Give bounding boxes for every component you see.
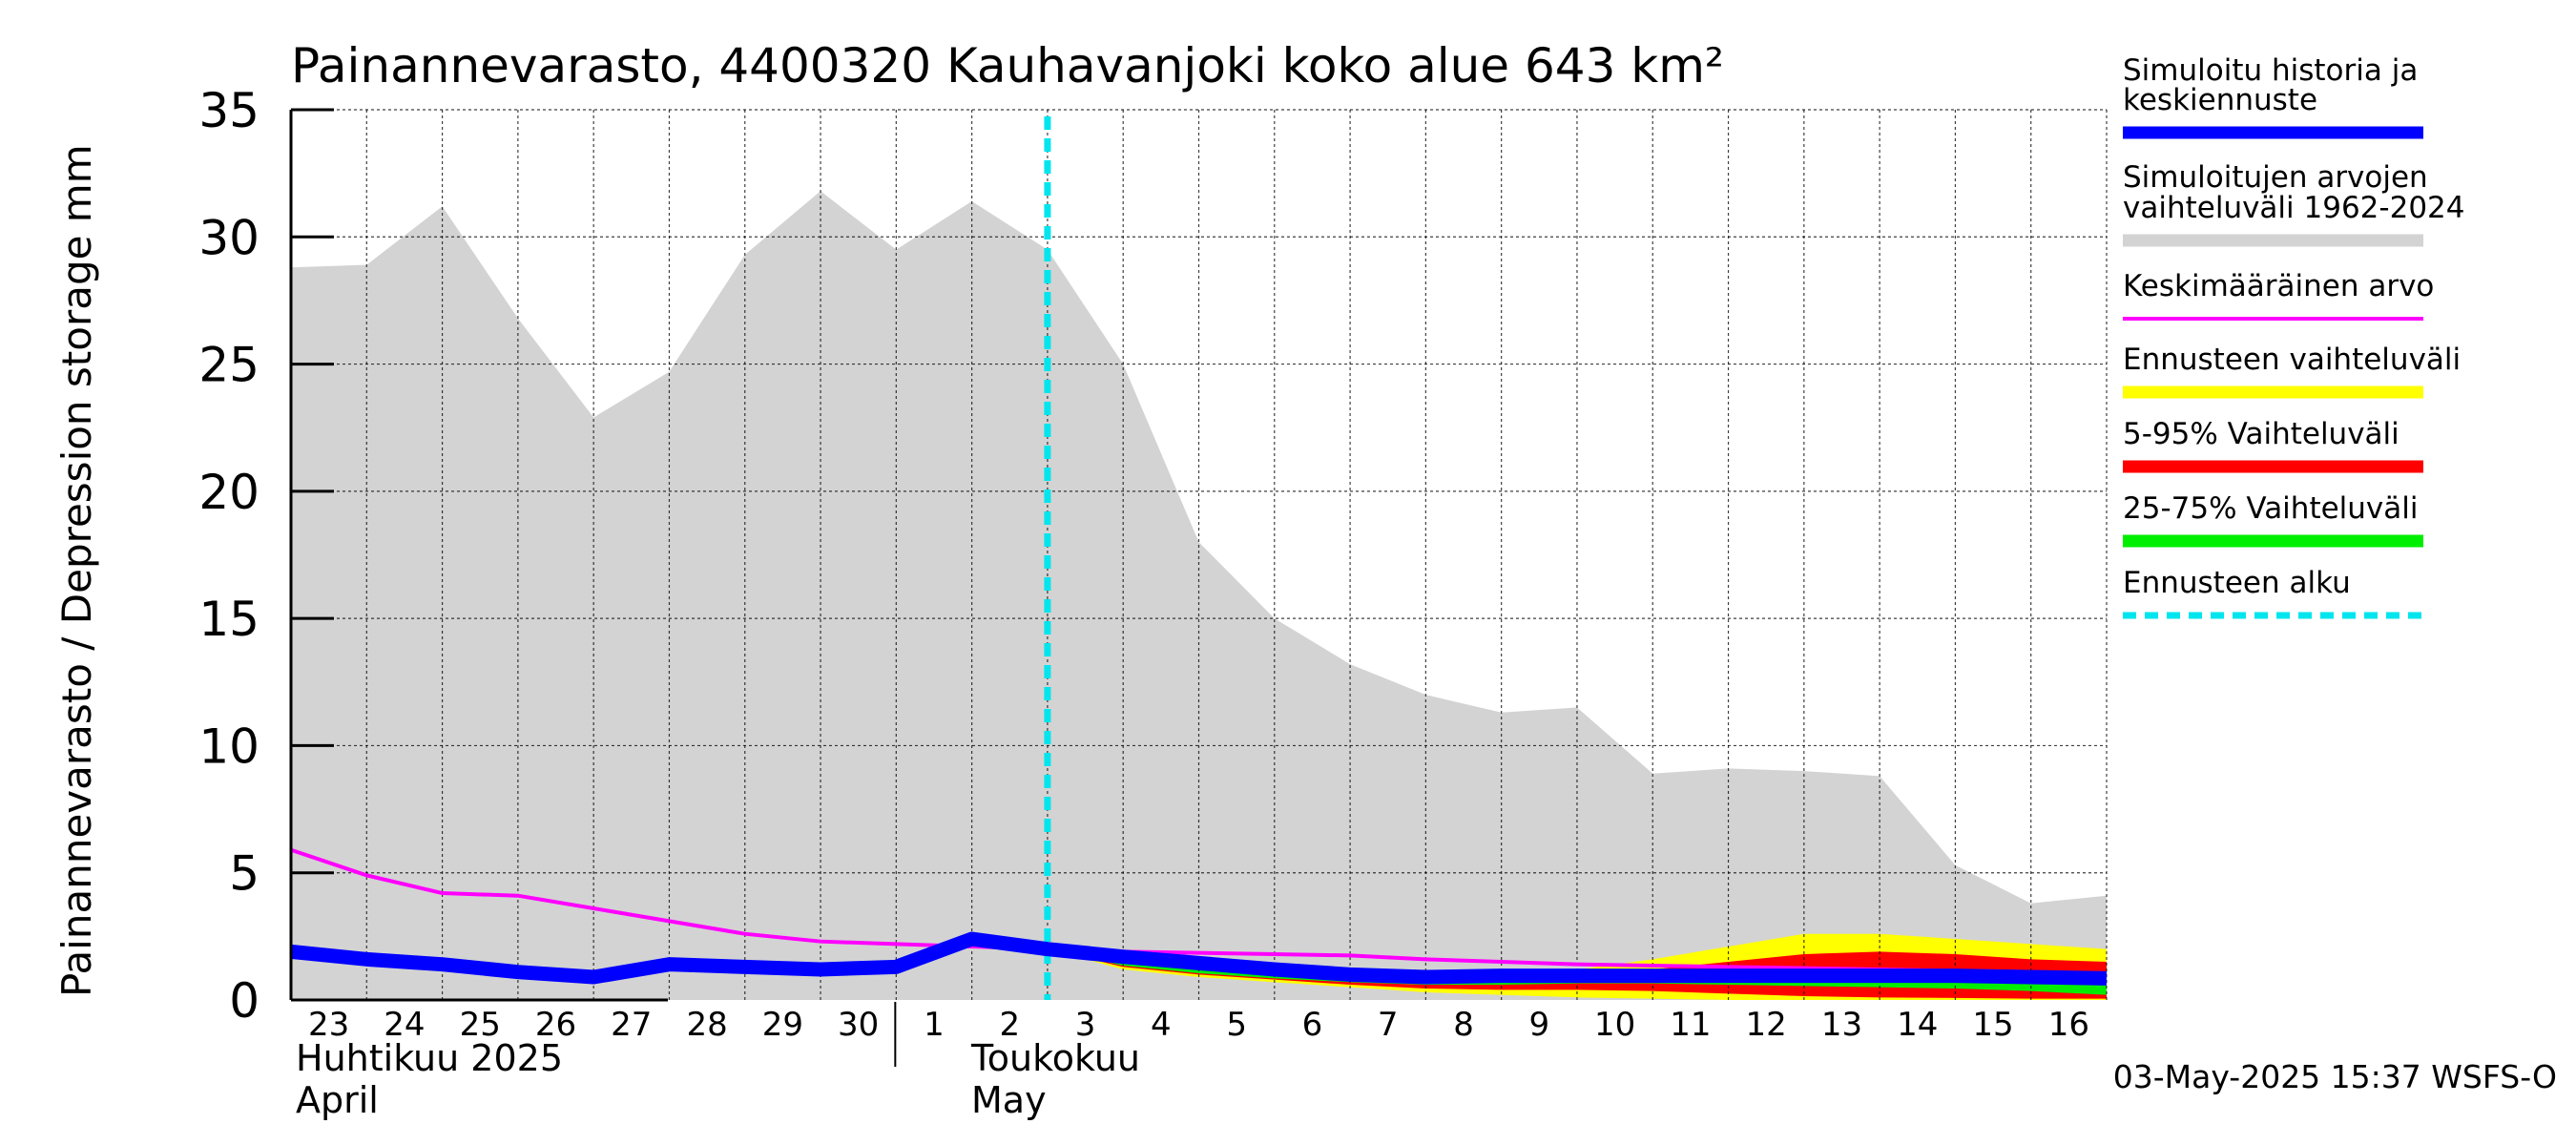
x-tick-label: 27 <box>611 1006 652 1044</box>
x-tick-label: 30 <box>838 1006 879 1044</box>
x-tick-label: 29 <box>762 1006 803 1044</box>
series-line-0 <box>290 847 2108 976</box>
x-tick-label: 1 <box>924 1006 945 1044</box>
data-lines <box>290 116 2108 1000</box>
x-tick-label: 23 <box>308 1006 349 1044</box>
month-label-fi: Toukokuu <box>970 1037 1140 1079</box>
legend-label: 25-75% Vaihteluväli <box>2123 491 2419 526</box>
x-tick-label: 11 <box>1670 1006 1711 1044</box>
y-tick-label: 0 <box>229 973 260 1029</box>
x-tick-label: 5 <box>1226 1006 1247 1044</box>
month-label-en: April <box>296 1079 379 1121</box>
x-tick-label: 16 <box>2048 1006 2089 1044</box>
x-tick-label: 4 <box>1151 1006 1172 1044</box>
legend-label: Simuloitujen arvojen <box>2123 160 2428 195</box>
series-line-1 <box>290 931 2108 986</box>
x-tick-label: 24 <box>384 1006 425 1044</box>
y-tick-label: 5 <box>229 846 260 902</box>
x-tick-label: 7 <box>1378 1006 1399 1044</box>
x-tick-label: 14 <box>1897 1006 1938 1044</box>
legend-label: Keskimääräinen arvo <box>2123 269 2434 303</box>
x-tick-label: 9 <box>1528 1006 1549 1044</box>
grid <box>291 109 2108 1000</box>
timestamp: 03-May-2025 15:37 WSFS-O <box>2113 1058 2557 1095</box>
x-tick-label: 3 <box>1075 1006 1096 1044</box>
y-tick-label: 30 <box>198 210 260 265</box>
month-label-en: May <box>971 1079 1047 1121</box>
legend-label: Simuloitu historia ja <box>2123 53 2418 88</box>
x-tick-label: 6 <box>1302 1006 1323 1044</box>
y-axis-label: Painannevarasto / Depression storage mm <box>53 144 100 997</box>
x-tick-label: 2 <box>999 1006 1020 1044</box>
x-tick-label: 13 <box>1821 1006 1862 1044</box>
x-tick-label: 15 <box>1972 1006 2013 1044</box>
y-tick-label: 15 <box>198 592 260 647</box>
legend-label: Ennusteen vaihteluväli <box>2123 343 2461 377</box>
chart-title: Painannevarasto, 4400320 Kauhavanjoki ko… <box>291 38 1724 94</box>
x-tick-label: 25 <box>460 1006 501 1044</box>
legend-label: Ennusteen alku <box>2123 566 2351 600</box>
y-tick-label: 25 <box>198 338 260 393</box>
month-label-fi: Huhtikuu 2025 <box>296 1037 563 1079</box>
x-tick-label: 26 <box>535 1006 576 1044</box>
legend-label: 5-95% Vaihteluväli <box>2123 417 2399 451</box>
x-tick-label: 12 <box>1746 1006 1787 1044</box>
y-tick-label: 35 <box>198 83 260 138</box>
legend-label: vaihteluväli 1962-2024 <box>2123 191 2464 225</box>
band-3 <box>1047 948 2107 995</box>
y-tick-label: 10 <box>198 718 260 774</box>
y-tick-label: 20 <box>198 465 260 520</box>
x-tick-label: 8 <box>1453 1006 1474 1044</box>
x-tick-label: 28 <box>686 1006 727 1044</box>
x-tick-label: 10 <box>1594 1006 1635 1044</box>
legend-label: keskiennuste <box>2123 83 2317 117</box>
